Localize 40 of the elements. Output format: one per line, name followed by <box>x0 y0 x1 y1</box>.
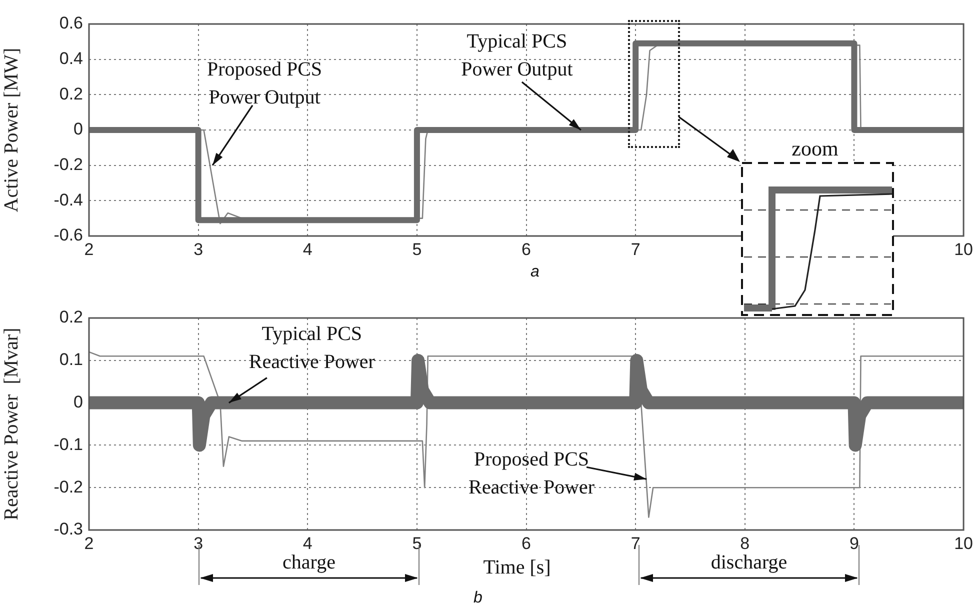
annotation: Proposed PCS Reactive Power <box>468 448 595 498</box>
x-tick-label: 2 <box>84 534 94 553</box>
x-tick-label: 10 <box>954 240 974 259</box>
x-tick-label: 7 <box>630 240 640 259</box>
x-tick-label: 2 <box>84 240 94 259</box>
y-tick-label: 0.1 <box>59 350 83 370</box>
y-tick-label: 0.6 <box>59 14 83 33</box>
y-tick-label: -0.1 <box>54 434 83 454</box>
x-tick-label: 6 <box>522 240 532 259</box>
x-tick-label: 3 <box>194 534 204 553</box>
text: a <box>530 263 540 280</box>
x-tick-label: 4 <box>302 534 312 553</box>
y-tick-label: -0.3 <box>54 520 83 539</box>
annotation: zoom <box>792 136 838 161</box>
y-tick-label: -0.6 <box>54 226 83 245</box>
text: b <box>474 589 483 606</box>
y-tick-label: -0.2 <box>54 477 83 496</box>
text: charge <box>282 551 336 574</box>
y-tick-label: -0.2 <box>54 155 83 174</box>
y-tick-label: 0.2 <box>59 308 83 327</box>
y-axis-title: Active Power [MW] <box>0 48 22 212</box>
x-tick-label: 10 <box>954 534 974 553</box>
annotation: Typical PCS Reactive Power <box>248 323 376 374</box>
y-tick-label: 0.2 <box>59 84 83 104</box>
x-tick-label: 4 <box>302 240 312 259</box>
x-tick-label: 6 <box>522 534 532 553</box>
x-tick-label: 7 <box>630 534 640 553</box>
x-tick-label: 3 <box>194 240 204 259</box>
x-axis-title: Time [s] <box>483 556 551 578</box>
annotation: Proposed PCS Power Output <box>207 58 322 109</box>
x-tick-label: 8 <box>740 534 750 553</box>
y-tick-label: 0 <box>74 392 83 412</box>
y-axis-title: Reactive Power [Mvar] <box>0 328 22 520</box>
y-tick-label: 0 <box>74 120 83 139</box>
text: discharge <box>710 551 788 574</box>
annotation: Typical PCS Power Output <box>461 30 574 80</box>
x-tick-label: 9 <box>849 534 859 553</box>
y-tick-label: 0.4 <box>59 49 83 68</box>
y-tick-label: -0.4 <box>54 190 83 210</box>
x-tick-label: 5 <box>412 240 422 259</box>
